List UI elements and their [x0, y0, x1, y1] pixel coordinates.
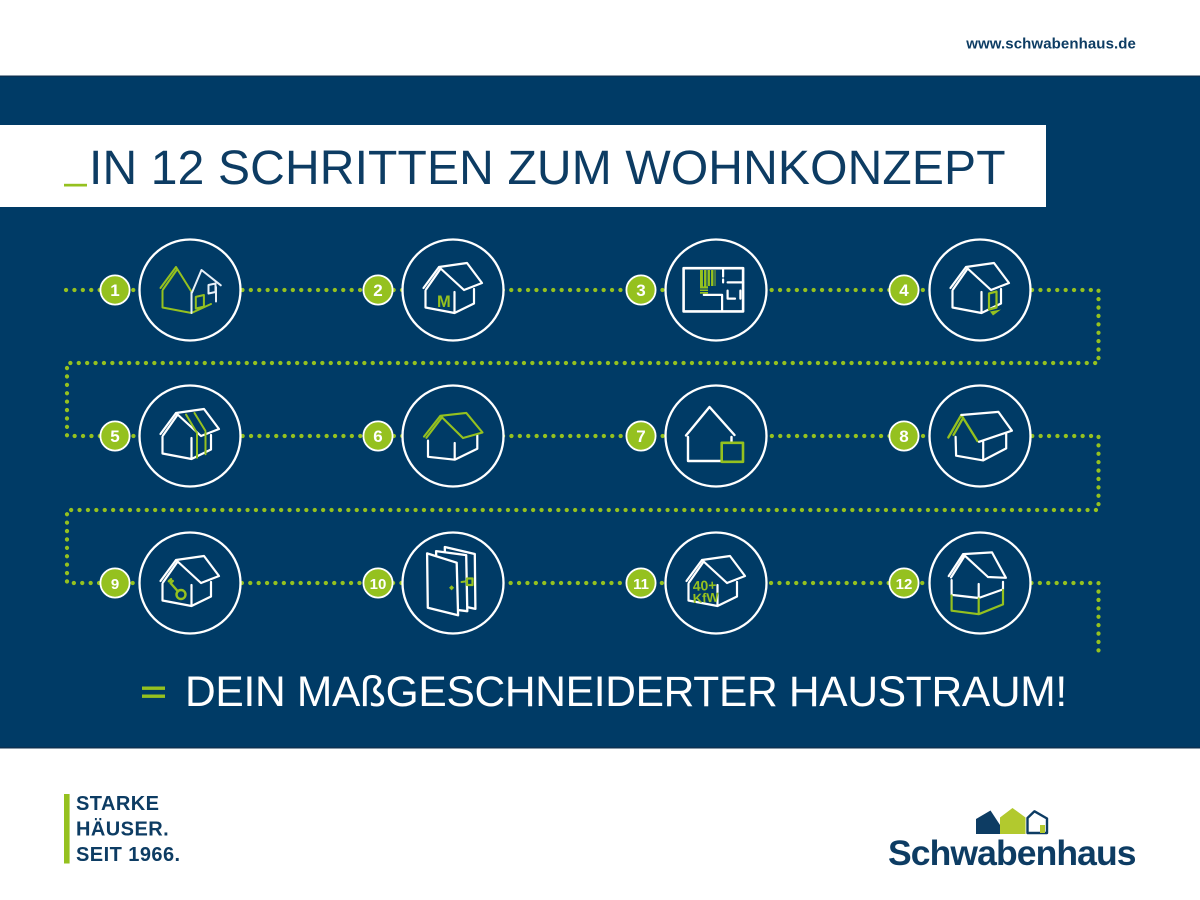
svg-text:7: 7 [636, 427, 645, 446]
svg-text:HÄUSER.: HÄUSER. [76, 818, 169, 841]
svg-text:IN 12 SCHRITTEN ZUM WOHNKONZEP: IN 12 SCHRITTEN ZUM WOHNKONZEPT [89, 142, 1006, 195]
svg-text:10: 10 [370, 576, 387, 593]
svg-text:STARKE: STARKE [76, 793, 159, 815]
svg-text:Schwabenhaus: Schwabenhaus [888, 833, 1136, 873]
svg-text:3: 3 [636, 281, 645, 300]
svg-text:SEIT 1966.: SEIT 1966. [76, 844, 181, 866]
svg-text:5: 5 [110, 427, 119, 446]
svg-text:1: 1 [110, 281, 119, 300]
svg-text:2: 2 [373, 281, 382, 300]
svg-text:KfW: KfW [692, 590, 719, 606]
svg-text:9: 9 [111, 576, 119, 593]
svg-text:8: 8 [899, 427, 908, 446]
svg-text:www.schwabenhaus.de: www.schwabenhaus.de [965, 36, 1136, 53]
svg-text:40+: 40+ [692, 577, 717, 594]
svg-text:6: 6 [373, 427, 382, 446]
svg-text:M: M [437, 293, 451, 311]
svg-text:4: 4 [899, 281, 909, 300]
svg-text:DEIN MAßGESCHNEIDERTER HAUSTRA: DEIN MAßGESCHNEIDERTER HAUSTRAUM! [185, 669, 1067, 716]
svg-text:12: 12 [896, 576, 913, 593]
svg-text:11: 11 [633, 576, 649, 593]
